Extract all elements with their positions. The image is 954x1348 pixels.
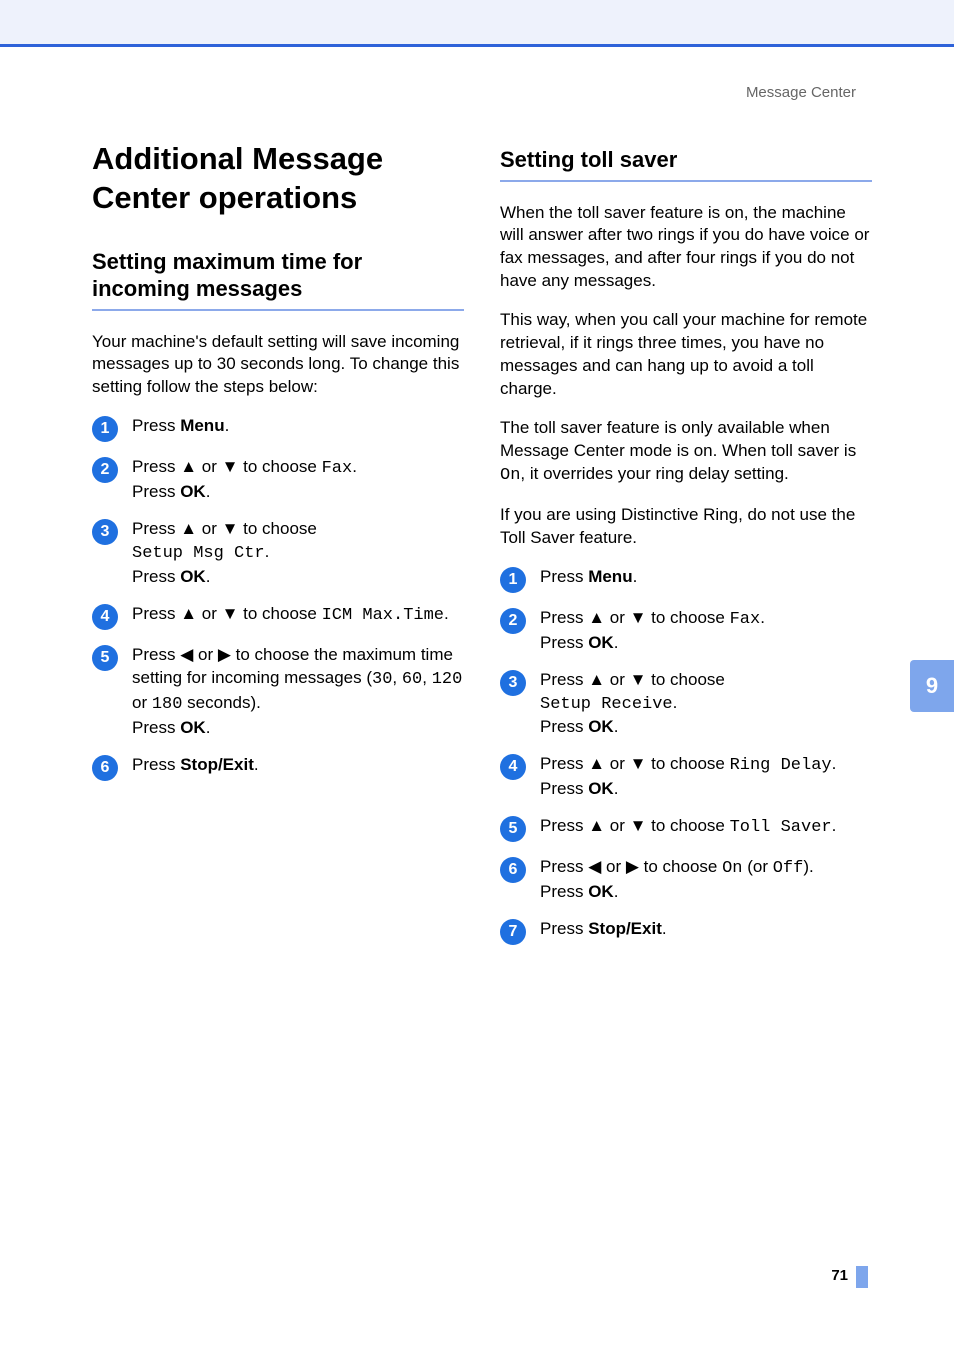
right-column: Setting toll saver When the toll saver f… [500,140,872,945]
left-subtitle: Setting maximum time for incoming messag… [92,248,464,303]
right-subtitle: Setting toll saver [500,146,872,174]
left-step-1: 1 Press Menu. [92,415,464,442]
left-step-2: 2 Press ▲ or ▼ to choose Fax. Press OK. [92,456,464,504]
main-title: Additional Message Center operations [92,140,464,218]
right-step-6: 6 Press ◀ or ▶ to choose On (or Off). Pr… [500,856,872,904]
up-arrow-icon: ▲ [588,754,605,773]
down-arrow-icon: ▼ [630,754,647,773]
step-text: Press ▲ or ▼ to choose Setup Receive. Pr… [540,669,725,740]
left-step-6: 6 Press Stop/Exit. [92,754,464,781]
page-root: Message Center 9 Additional Message Cent… [0,0,954,1348]
up-arrow-icon: ▲ [180,604,197,623]
right-step-3: 3 Press ▲ or ▼ to choose Setup Receive. … [500,669,872,740]
step-text: Press Stop/Exit. [132,754,259,777]
step-text: Press ▲ or ▼ to choose Fax. Press OK. [540,607,765,655]
right-step-7: 7 Press Stop/Exit. [500,918,872,945]
left-step-5: 5 Press ◀ or ▶ to choose the maximum tim… [92,644,464,740]
left-step-4: 4 Press ▲ or ▼ to choose ICM Max.Time. [92,603,464,630]
step-bullet-icon: 6 [500,857,526,883]
step-text: Press Menu. [132,415,229,438]
step-text: Press Stop/Exit. [540,918,667,941]
content-columns: Additional Message Center operations Set… [92,140,872,945]
right-p3: The toll saver feature is only available… [500,417,872,488]
step-bullet-icon: 3 [500,670,526,696]
step-bullet-icon: 4 [92,604,118,630]
down-arrow-icon: ▼ [630,816,647,835]
step-bullet-icon: 2 [500,608,526,634]
up-arrow-icon: ▲ [588,816,605,835]
step-bullet-icon: 5 [500,816,526,842]
down-arrow-icon: ▼ [222,457,239,476]
right-p1: When the toll saver feature is on, the m… [500,202,872,294]
top-rule [0,44,954,47]
right-p4: If you are using Distinctive Ring, do no… [500,504,872,550]
up-arrow-icon: ▲ [180,519,197,538]
step-text: Press ◀ or ▶ to choose the maximum time … [132,644,464,740]
step-bullet-icon: 6 [92,755,118,781]
left-steps: 1 Press Menu. 2 Press ▲ or ▼ to choose F… [92,415,464,780]
header-section-label: Message Center [746,84,856,101]
top-light-band [0,0,954,44]
step-bullet-icon: 1 [92,416,118,442]
down-arrow-icon: ▼ [630,670,647,689]
right-step-1: 1 Press Menu. [500,566,872,593]
step-bullet-icon: 3 [92,519,118,545]
step-text: Press ▲ or ▼ to choose Setup Msg Ctr. Pr… [132,518,317,589]
right-steps: 1 Press Menu. 2 Press ▲ or ▼ to choose F… [500,566,872,945]
step-bullet-icon: 2 [92,457,118,483]
page-number-accent [856,1266,868,1288]
right-arrow-icon: ▶ [218,645,231,664]
left-column: Additional Message Center operations Set… [92,140,464,945]
right-step-4: 4 Press ▲ or ▼ to choose Ring Delay. Pre… [500,753,872,801]
step-text: Press ▲ or ▼ to choose ICM Max.Time. [132,603,449,628]
down-arrow-icon: ▼ [222,519,239,538]
step-text: Press Menu. [540,566,637,589]
step-bullet-icon: 1 [500,567,526,593]
left-intro: Your machine's default setting will save… [92,331,464,400]
up-arrow-icon: ▲ [588,608,605,627]
up-arrow-icon: ▲ [588,670,605,689]
right-step-2: 2 Press ▲ or ▼ to choose Fax. Press OK. [500,607,872,655]
right-step-5: 5 Press ▲ or ▼ to choose Toll Saver. [500,815,872,842]
step-text: Press ▲ or ▼ to choose Toll Saver. [540,815,836,840]
chapter-tab: 9 [910,660,954,712]
right-arrow-icon: ▶ [626,857,639,876]
left-step-3: 3 Press ▲ or ▼ to choose Setup Msg Ctr. … [92,518,464,589]
down-arrow-icon: ▼ [222,604,239,623]
step-text: Press ◀ or ▶ to choose On (or Off). Pres… [540,856,814,904]
step-bullet-icon: 7 [500,919,526,945]
step-text: Press ▲ or ▼ to choose Fax. Press OK. [132,456,357,504]
down-arrow-icon: ▼ [630,608,647,627]
step-text: Press ▲ or ▼ to choose Ring Delay. Press… [540,753,836,801]
step-bullet-icon: 5 [92,645,118,671]
right-subtitle-rule [500,180,872,182]
up-arrow-icon: ▲ [180,457,197,476]
page-number: 71 [831,1267,848,1284]
right-p2: This way, when you call your machine for… [500,309,872,401]
left-subtitle-rule [92,309,464,311]
step-bullet-icon: 4 [500,754,526,780]
left-arrow-icon: ◀ [588,857,601,876]
left-arrow-icon: ◀ [180,645,193,664]
